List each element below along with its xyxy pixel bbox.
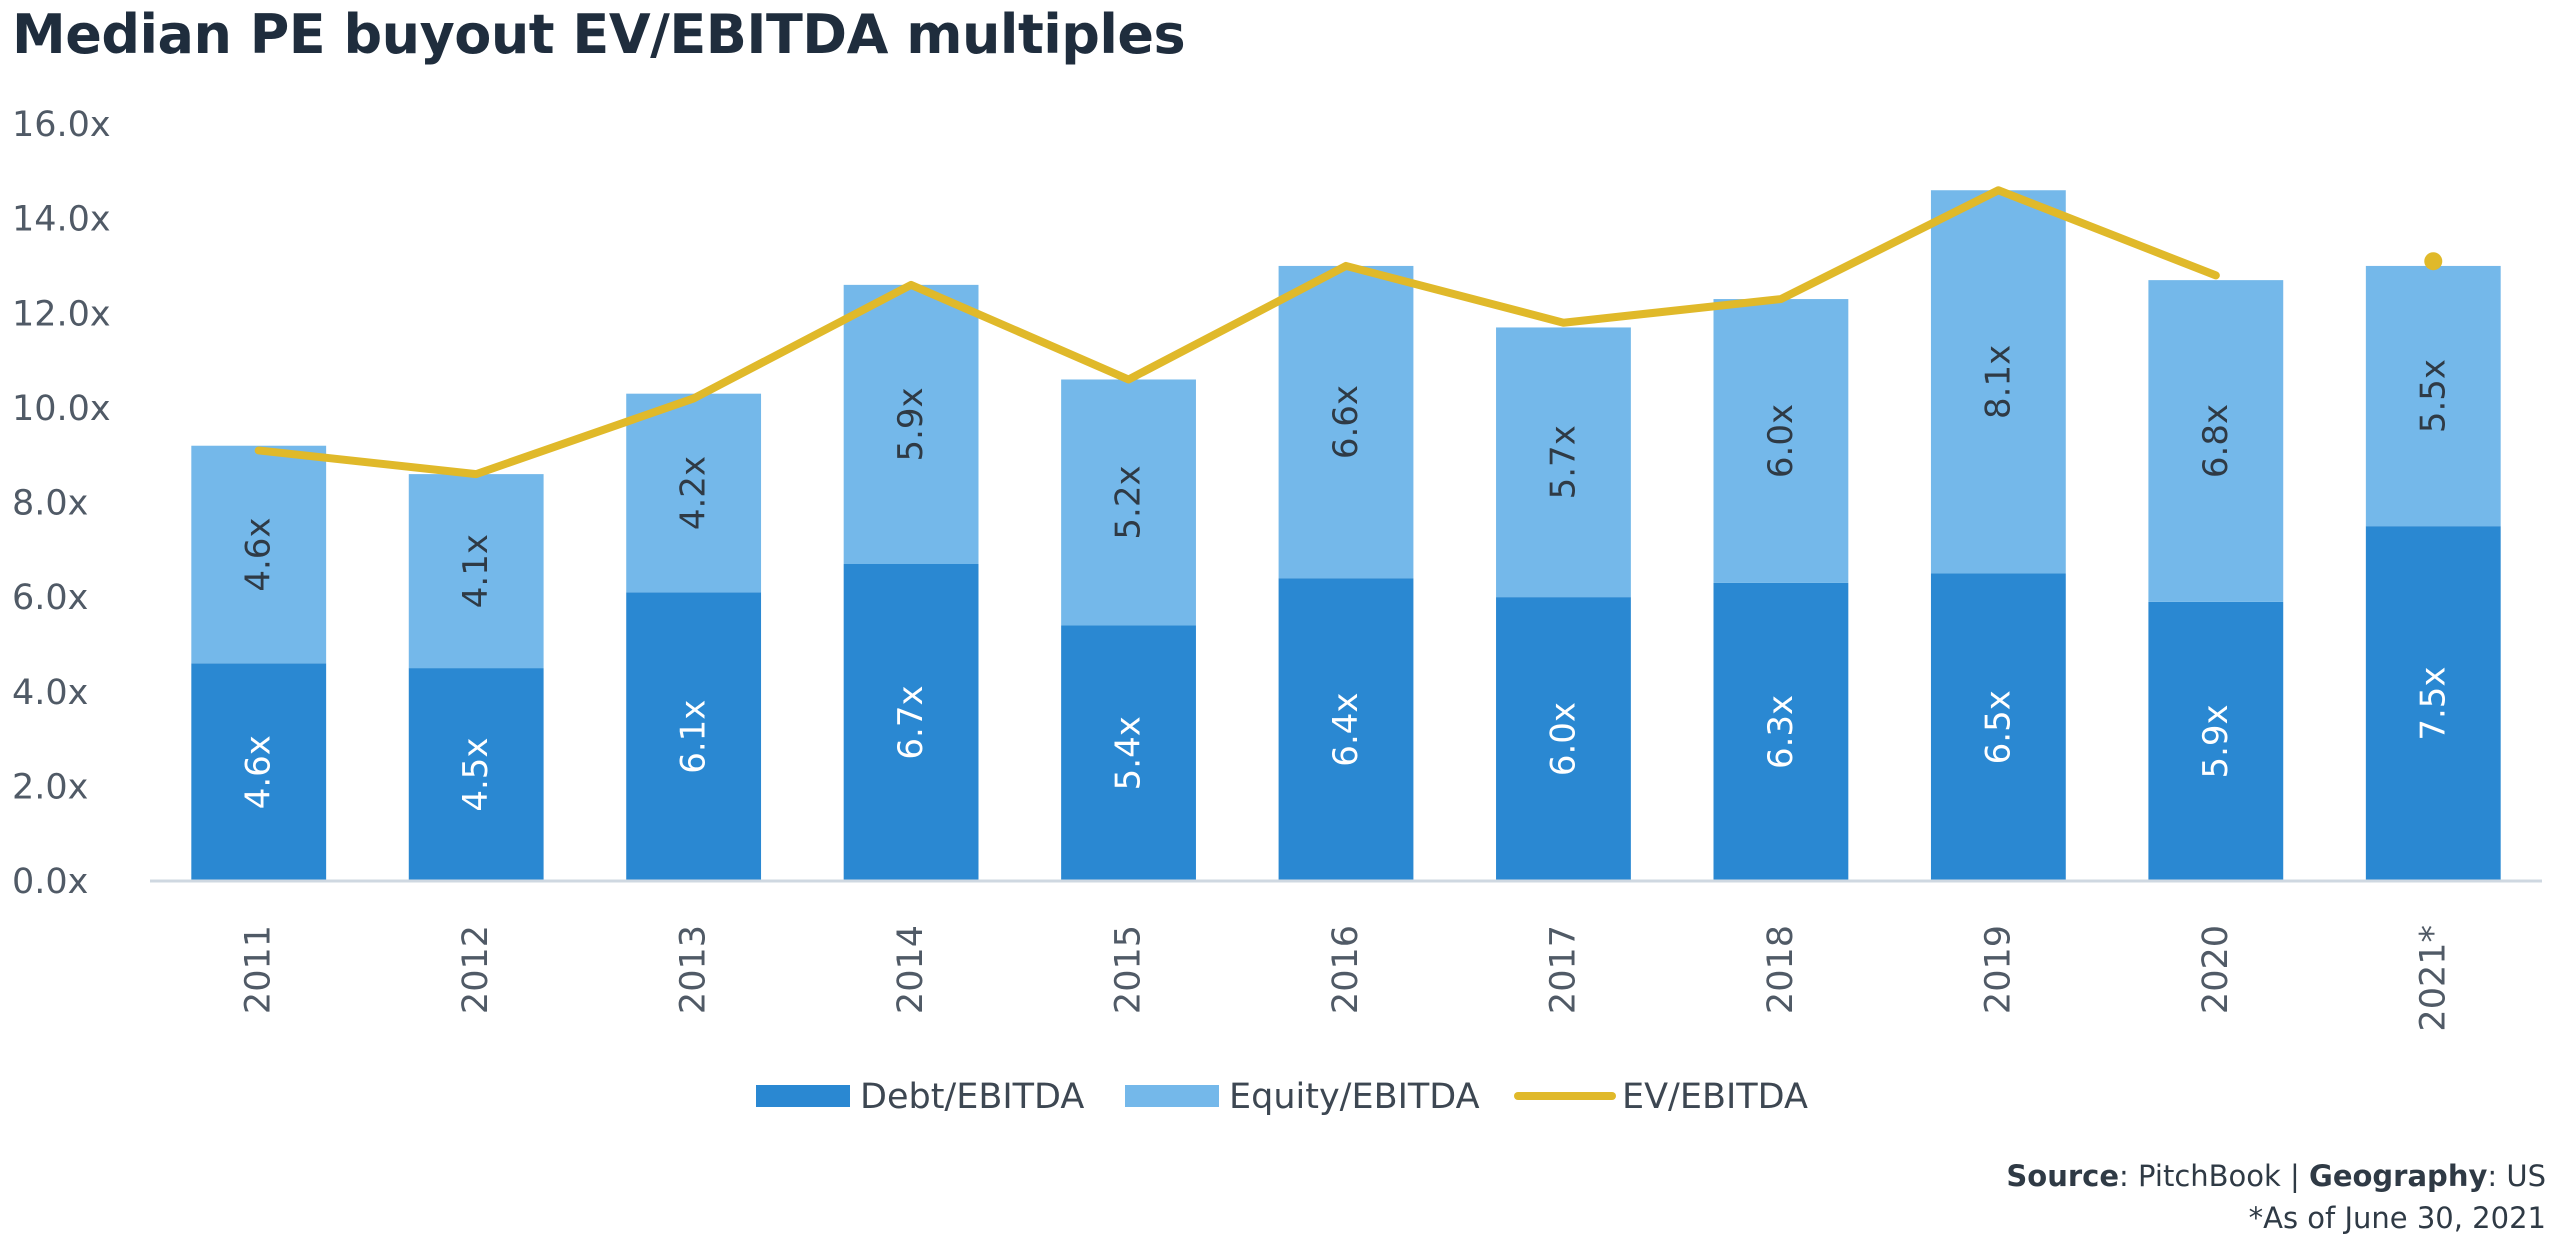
data-label: 4.1x xyxy=(456,534,496,608)
y-tick-label: 0.0x xyxy=(12,862,88,902)
equity-bar-2018 xyxy=(1713,299,1849,583)
y-tick-label: 14.0x xyxy=(12,200,111,240)
data-label: 7.5x xyxy=(2413,666,2453,740)
y-tick-label: 16.0x xyxy=(12,105,111,145)
debt-bar-2020 xyxy=(2148,601,2284,881)
equity-bar-2013 xyxy=(626,393,762,593)
bars-layer xyxy=(191,190,2501,881)
data-label: 6.4x xyxy=(1326,692,1366,766)
data-label: 5.7x xyxy=(1543,425,1583,499)
ev-ebitda-line xyxy=(254,186,2220,479)
debt-bar-2015 xyxy=(1061,625,1196,881)
ev-ebitda-point-2021 xyxy=(2424,252,2443,271)
equity-bar-2014 xyxy=(843,284,979,565)
footnote: *As of June 30, 2021 xyxy=(2248,1201,2546,1235)
x-tick-label: 2014 xyxy=(891,925,931,1014)
debt-bar-2011 xyxy=(191,663,327,881)
legend-swatch xyxy=(756,1085,850,1107)
debt-bar-2013 xyxy=(626,592,762,881)
data-label: 4.5x xyxy=(456,737,496,811)
y-tick-label: 2.0x xyxy=(12,767,88,807)
data-label: 6.3x xyxy=(1761,695,1801,769)
data-label: 6.7x xyxy=(891,685,931,759)
legend-swatch xyxy=(1125,1085,1219,1107)
legend: Debt/EBITDA Equity/EBITDA EV/EBITDA xyxy=(756,1077,1808,1117)
x-tick-label: 2012 xyxy=(456,925,496,1014)
debt-bar-2019 xyxy=(1930,573,2066,881)
y-tick-label: 12.0x xyxy=(12,294,111,334)
x-tick-label: 2020 xyxy=(2196,925,2236,1014)
legend-label: Debt/EBITDA xyxy=(860,1077,1084,1117)
data-label: 6.0x xyxy=(1543,702,1583,776)
x-tick-label: 2015 xyxy=(1109,925,1149,1014)
data-label: 5.9x xyxy=(2196,704,2236,778)
data-label: 5.9x xyxy=(891,387,931,461)
legend-label: Equity/EBITDA xyxy=(1229,1077,1480,1117)
data-label: 6.0x xyxy=(1761,404,1801,478)
equity-bar-2017 xyxy=(1496,327,1631,598)
equity-bar-2012 xyxy=(408,474,544,669)
line-layer xyxy=(254,186,2443,479)
equity-bar-2020 xyxy=(2148,280,2284,602)
data-label: 4.2x xyxy=(674,456,714,530)
debt-bar-2014 xyxy=(843,564,979,881)
x-tick-label: 2021* xyxy=(2413,925,2453,1032)
x-axis: 2011 2012 2013 2014 2015 2016 2017 2018 2019 2020… xyxy=(239,925,2454,1032)
geography-value: : US xyxy=(2487,1159,2546,1193)
data-label: 6.8x xyxy=(2196,404,2236,478)
geography-label: Geography xyxy=(2309,1159,2488,1193)
x-tick-label: 2017 xyxy=(1543,925,1583,1014)
y-axis: 0.0x 2.0x 4.0x 6.0x 8.0x 10.0x 12.0x 14.0x 16.0x xyxy=(12,105,111,902)
debt-bar-2017 xyxy=(1496,597,1631,881)
data-label: 5.4x xyxy=(1109,716,1149,790)
equity-bar-2011 xyxy=(191,445,327,664)
debt-bar-2021 xyxy=(2365,526,2501,881)
y-tick-label: 6.0x xyxy=(12,578,88,618)
legend-label: EV/EBITDA xyxy=(1622,1077,1808,1117)
x-tick-label: 2011 xyxy=(239,925,279,1014)
chart-title: Median PE buyout EV/EBITDA multiples xyxy=(12,3,1186,66)
x-tick-label: 2013 xyxy=(674,925,714,1014)
source-line: Source: PitchBook | Geography: US xyxy=(2006,1155,2546,1197)
data-label: 5.5x xyxy=(2413,359,2453,433)
equity-bar-2019 xyxy=(1930,190,2066,574)
x-tick-label: 2016 xyxy=(1326,925,1366,1014)
debt-bar-2012 xyxy=(408,668,544,881)
footer: Source: PitchBook | Geography: US *As of… xyxy=(2006,1155,2546,1239)
y-tick-label: 10.0x xyxy=(12,389,111,429)
source-label: Source xyxy=(2006,1159,2120,1193)
debt-bar-2018 xyxy=(1713,582,1849,881)
data-labels-layer: 4.6x 4.6x 4.5x 4.1x 6.1x 4.2x 6.7x 5.9x 5.4x 5.2x… xyxy=(239,345,2454,812)
x-tick-label: 2019 xyxy=(1978,925,2018,1014)
x-tick-label: 2018 xyxy=(1761,925,1801,1014)
data-label: 8.1x xyxy=(1978,345,2018,419)
y-tick-label: 8.0x xyxy=(12,484,88,524)
equity-bar-2021 xyxy=(2365,265,2501,527)
data-label: 4.6x xyxy=(239,735,279,809)
data-label: 4.6x xyxy=(239,517,279,591)
y-tick-label: 4.0x xyxy=(12,673,88,713)
data-label: 6.6x xyxy=(1326,385,1366,459)
source-value: : PitchBook | xyxy=(2119,1159,2310,1193)
data-label: 6.5x xyxy=(1978,690,2018,764)
equity-bar-2015 xyxy=(1061,379,1196,626)
debt-bar-2016 xyxy=(1278,578,1414,881)
data-label: 5.2x xyxy=(1109,465,1149,539)
equity-bar-2016 xyxy=(1278,265,1414,579)
data-label: 6.1x xyxy=(674,700,714,774)
